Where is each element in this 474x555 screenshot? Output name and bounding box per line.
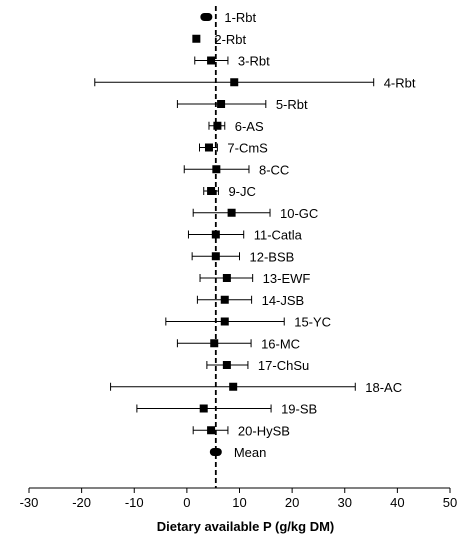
data-point-15: 15-YC [165, 315, 331, 330]
point-label: Mean [234, 445, 267, 460]
plot-area: 1-Rbt 2-Rbt 3-Rbt 4-Rbt 5-Rbt 6-AS 7-CmS 8-CC 9-… [94, 6, 416, 488]
point-marker [204, 143, 213, 152]
point-marker [207, 56, 216, 65]
x-tick-label: 40 [390, 495, 404, 510]
point-marker [230, 78, 239, 87]
point-label: 9-JC [228, 184, 255, 199]
point-label: 5-Rbt [276, 97, 308, 112]
x-axis-label: Dietary available P (g/kg DM) [157, 519, 335, 534]
point-label: 11-Catla [254, 228, 303, 243]
x-axis: -30 -20 -10 0 10 20 30 40 50 [20, 487, 457, 510]
x-tick-label: -30 [20, 495, 39, 510]
point-marker [211, 252, 220, 261]
x-tick-label: 30 [338, 495, 352, 510]
x-tick-label: -20 [72, 495, 91, 510]
point-label: 17-ChSu [258, 358, 309, 373]
point-marker [213, 121, 222, 130]
point-marker [227, 208, 236, 217]
point-marker [210, 339, 219, 348]
x-tick-label: -10 [125, 495, 144, 510]
data-point-8: 8-CC [183, 162, 289, 177]
point-marker [222, 361, 231, 369]
data-point-2: 2-Rbt [192, 32, 247, 47]
point-label: 1-Rbt [224, 10, 256, 25]
point-label: 19-SB [281, 402, 317, 417]
point-marker [217, 100, 226, 108]
data-point-21: Mean [209, 445, 267, 460]
point-marker [211, 230, 220, 239]
point-marker [200, 13, 213, 21]
point-label: 18-AC [365, 380, 402, 395]
x-tick-label: 10 [232, 495, 246, 510]
data-point-7: 7-CmS [199, 141, 268, 156]
data-point-1: 1-Rbt [200, 10, 257, 25]
point-label: 10-GC [280, 206, 318, 221]
point-marker [199, 404, 208, 413]
data-point-18: 18-AC [110, 380, 402, 395]
point-marker [207, 426, 216, 435]
x-tick-label: 20 [285, 495, 299, 510]
data-point-19: 19-SB [136, 402, 317, 417]
point-label: 6-AS [235, 119, 264, 134]
point-label: 2-Rbt [214, 32, 246, 47]
point-marker [209, 448, 222, 456]
data-point-3: 3-Rbt [194, 54, 270, 69]
data-point-13: 13-EWF [199, 271, 311, 286]
point-label: 7-CmS [227, 141, 268, 156]
point-marker [220, 295, 229, 304]
point-marker [192, 34, 201, 43]
data-point-20: 20-HySB [192, 423, 290, 438]
point-marker [212, 165, 221, 174]
data-point-12: 12-BSB [191, 249, 295, 264]
point-marker [220, 317, 229, 326]
point-label: 4-Rbt [384, 75, 416, 90]
point-label: 16-MC [261, 336, 300, 351]
data-point-11: 11-Catla [187, 228, 303, 243]
point-label: 14-JSB [262, 293, 305, 308]
x-tick-label: 50 [443, 495, 457, 510]
point-marker [207, 187, 216, 195]
point-marker [222, 274, 231, 282]
point-label: 13-EWF [263, 271, 311, 286]
point-label: 20-HySB [238, 423, 290, 438]
point-label: 8-CC [259, 162, 289, 177]
data-point-17: 17-ChSu [206, 358, 309, 373]
data-point-5: 5-Rbt [176, 97, 308, 112]
point-label: 12-BSB [250, 249, 295, 264]
x-tick-label: 0 [183, 495, 190, 510]
data-point-14: 14-JSB [196, 293, 305, 308]
point-marker [229, 382, 238, 391]
data-point-10: 10-GC [192, 206, 318, 221]
data-point-6: 6-AS [208, 119, 264, 134]
data-point-9: 9-JC [203, 184, 256, 199]
data-point-4: 4-Rbt [94, 75, 416, 90]
point-label: 3-Rbt [238, 54, 270, 69]
point-label: 15-YC [294, 315, 331, 330]
data-point-16: 16-MC [176, 336, 300, 351]
